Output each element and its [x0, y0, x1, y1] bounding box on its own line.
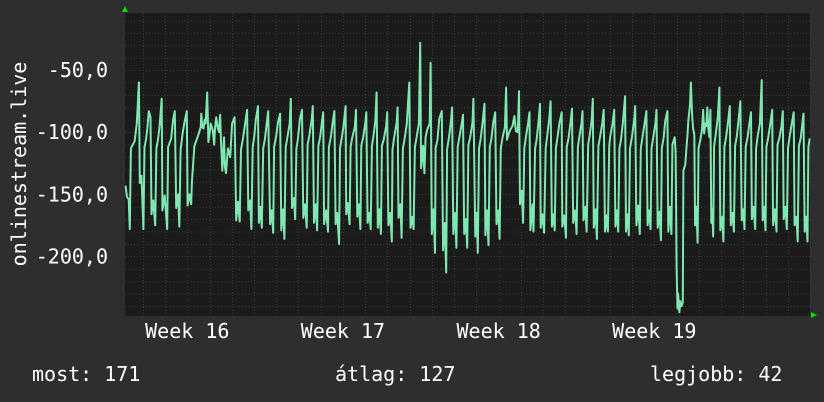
footer-average: átlag: 127: [335, 362, 456, 386]
x-axis-ticks: Week 16 Week 17 Week 18 Week 19: [145, 319, 696, 343]
series-line: [124, 41, 811, 314]
y-axis-ticks: -50,0 -100,0 -150,0 -200,0: [36, 58, 108, 268]
footer-current: most: 171: [32, 362, 141, 386]
x-tick-label: Week 17: [301, 319, 385, 343]
x-axis-arrow-icon: [811, 312, 817, 318]
x-tick-label: Week 19: [612, 319, 696, 343]
y-axis-arrow-icon: [122, 6, 128, 12]
x-tick-label: Week 18: [456, 319, 540, 343]
major-grid: [125, 13, 810, 316]
footer-best: legjobb: 42: [650, 362, 783, 386]
y-tick-label: -150,0: [36, 182, 108, 206]
y-axis-label: onlinestream.live: [7, 62, 31, 267]
y-tick-label: -100,0: [36, 120, 108, 144]
y-tick-label: -200,0: [36, 244, 108, 268]
y-tick-label: -50,0: [48, 58, 108, 82]
x-tick-label: Week 16: [145, 319, 229, 343]
